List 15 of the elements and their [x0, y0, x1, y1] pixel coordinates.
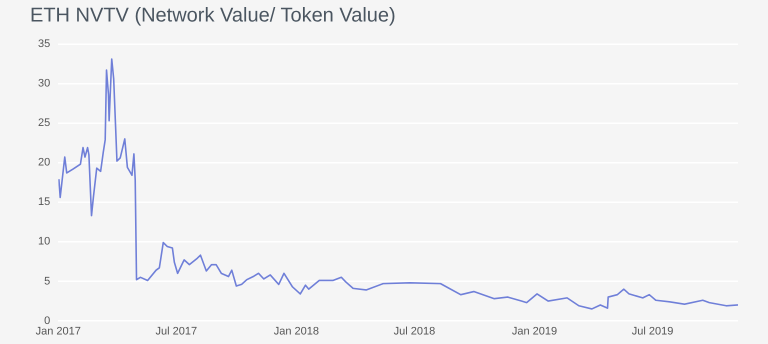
x-tick-label: Jan 2018: [274, 325, 319, 338]
y-tick-label: 15: [38, 196, 50, 208]
x-tick-label: Jan 2017: [36, 325, 81, 338]
y-tick-label: 30: [38, 78, 50, 90]
y-tick-label: 35: [38, 38, 50, 50]
x-tick-label: Jul 2019: [632, 325, 674, 338]
y-tick-label: 20: [38, 156, 50, 169]
y-tick-label: 25: [38, 117, 50, 130]
y-tick-label: 10: [38, 236, 50, 248]
chart-title: ETH NVTV (Network Value/ Token Value): [30, 4, 396, 27]
x-tick-label: Jan 2019: [512, 325, 558, 338]
y-tick-label: 5: [44, 275, 50, 288]
x-tick-label: Jul 2018: [394, 325, 436, 338]
x-tick-label: Jul 2017: [156, 325, 198, 338]
y-tick-label: 0: [44, 314, 50, 327]
